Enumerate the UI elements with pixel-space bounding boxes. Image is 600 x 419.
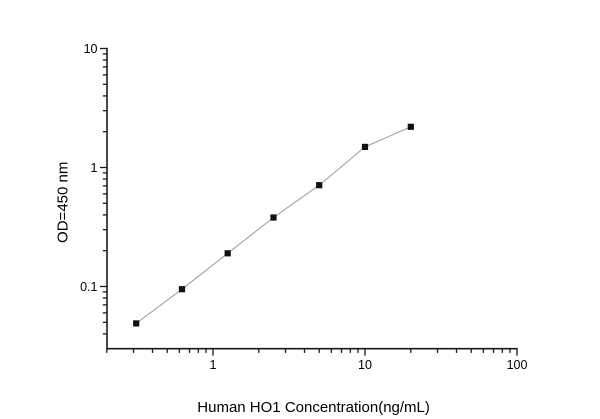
svg-text:0.1: 0.1 [80,280,97,294]
svg-text:10: 10 [358,358,372,372]
svg-text:Human HO1 Concentration(ng/mL): Human HO1 Concentration(ng/mL) [197,399,430,416]
svg-text:1: 1 [210,358,217,372]
svg-text:10: 10 [84,42,98,56]
svg-text:100: 100 [507,358,528,372]
svg-text:OD=450 nm: OD=450 nm [55,162,72,243]
svg-text:1: 1 [91,161,98,175]
